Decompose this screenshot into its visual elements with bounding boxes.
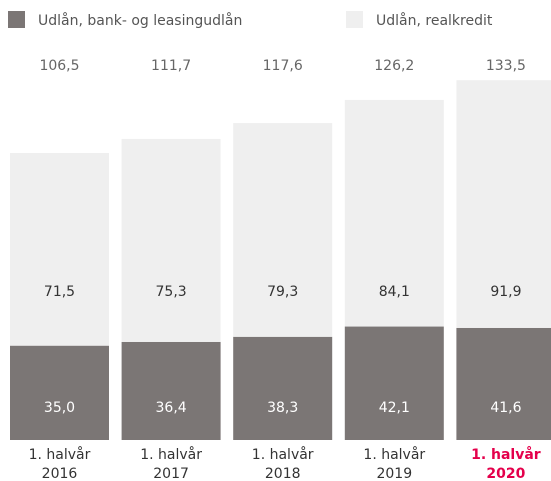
x-tick-line: 2017	[153, 466, 189, 481]
data-label: 42,1	[379, 400, 410, 416]
bar-segment	[10, 345, 109, 440]
bar-segment	[233, 336, 333, 440]
bar-segment	[233, 123, 333, 337]
legend-label: Udlån, realkredit	[376, 12, 493, 29]
total-label: 106,5	[39, 58, 79, 74]
x-tick-line: 1. halvår	[471, 446, 541, 463]
x-tick-line: 1. halvår	[29, 446, 91, 463]
total-label: 133,5	[486, 58, 526, 74]
x-tick-label: 1. halvår 2020	[471, 446, 541, 481]
data-label: 71,5	[44, 284, 75, 300]
bar-segment	[456, 327, 551, 440]
data-label: 36,4	[156, 400, 187, 416]
legend-swatch	[346, 11, 363, 28]
total-label: 111,7	[151, 58, 191, 74]
bar-segment	[344, 326, 444, 440]
data-label: 35,0	[44, 400, 75, 416]
data-label: 75,3	[156, 284, 187, 300]
x-tick-label: 1. halvår 2016	[29, 446, 91, 481]
bar-segment	[344, 99, 444, 327]
x-tick-label: 1. halvår 2019	[363, 446, 425, 481]
x-tick-line: 2020	[486, 466, 525, 481]
legend-label: Udlån, bank- og leasingudlån	[38, 12, 242, 29]
total-label: 117,6	[263, 58, 303, 74]
legend-swatch	[8, 11, 25, 28]
x-tick-line: 1. halvår	[252, 446, 314, 463]
x-tick-label: 1. halvår 2018	[252, 446, 314, 481]
bar-segment	[10, 152, 109, 346]
data-label: 91,9	[490, 284, 521, 300]
data-label: 38,3	[267, 400, 298, 416]
total-label: 126,2	[374, 58, 414, 74]
x-tick-line: 2018	[265, 466, 301, 481]
data-label: 41,6	[490, 400, 521, 416]
data-label: 79,3	[267, 284, 298, 300]
x-tick-line: 2016	[42, 466, 78, 481]
bar-segment	[121, 341, 221, 440]
bar-segment	[456, 80, 551, 328]
bar-segment	[121, 138, 221, 342]
x-tick-line: 1. halvår	[140, 446, 202, 463]
x-tick-line: 1. halvår	[363, 446, 425, 463]
x-tick-line: 2019	[376, 466, 412, 481]
x-tick-label: 1. halvår 2017	[140, 446, 202, 481]
data-label: 84,1	[379, 284, 410, 300]
